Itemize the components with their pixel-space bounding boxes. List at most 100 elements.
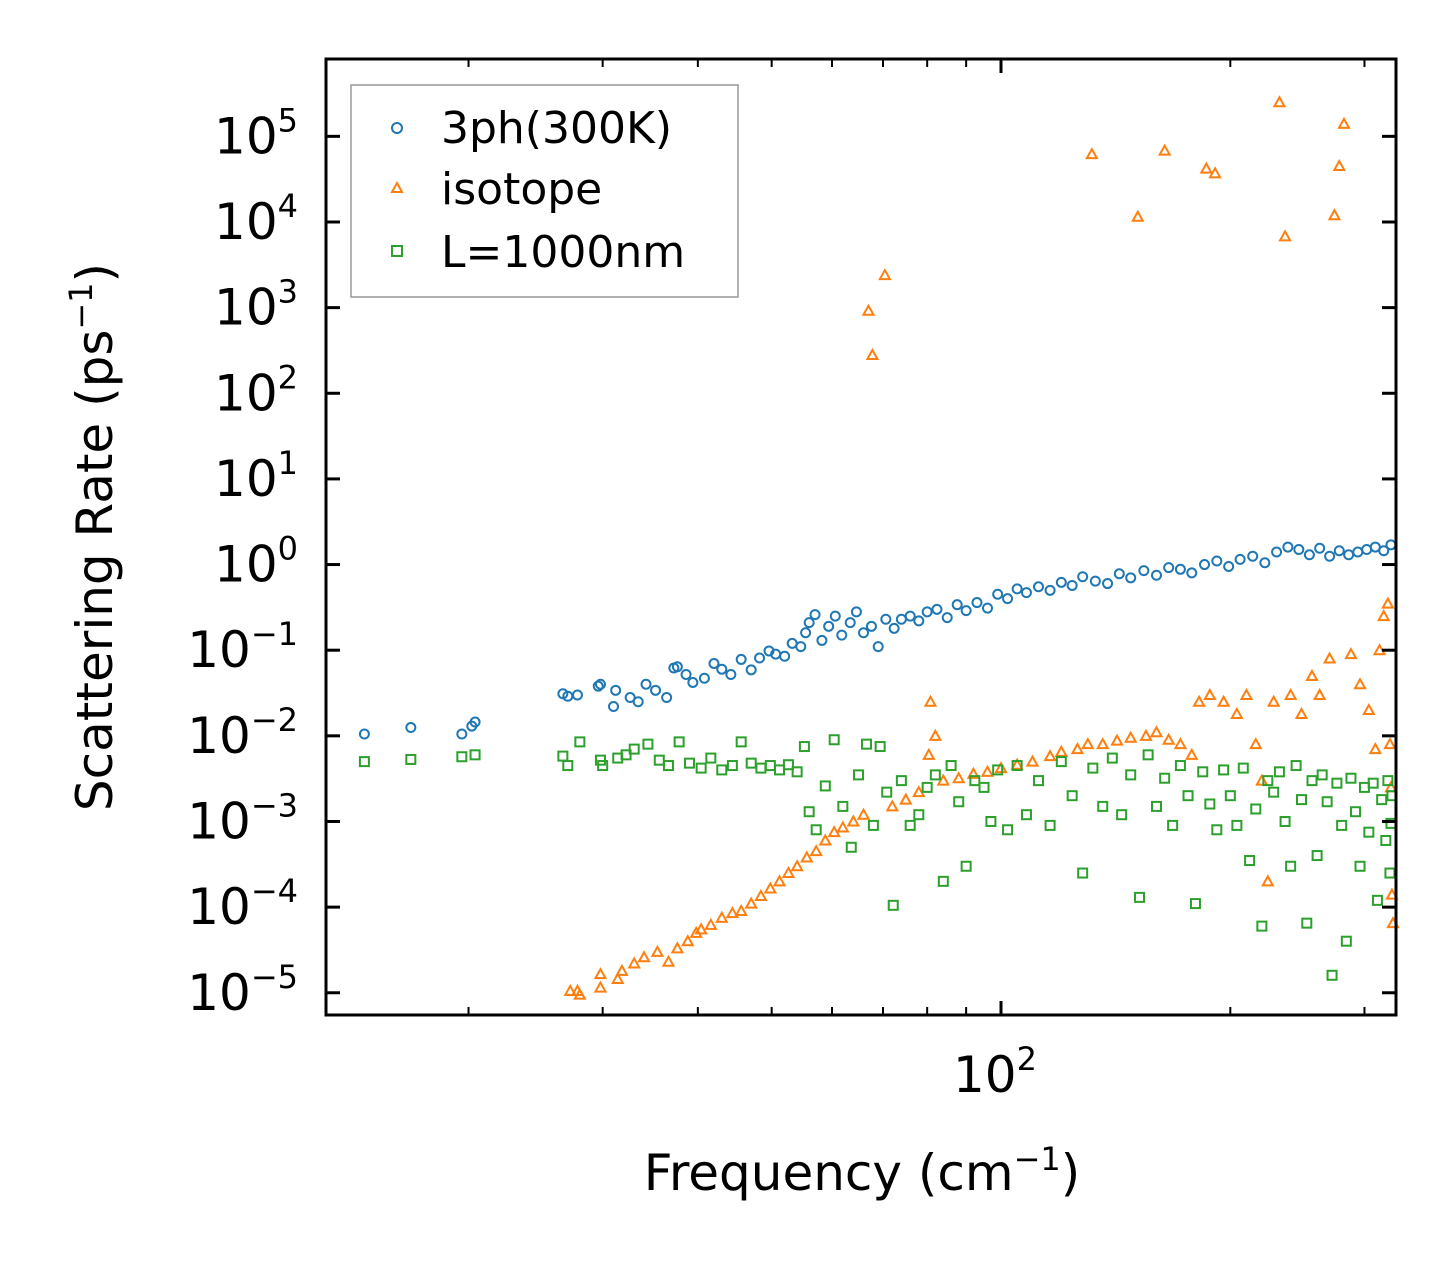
data-point-circle-83 — [1293, 543, 1305, 555]
data-point-circle-57 — [992, 588, 1004, 600]
data-point-square-1 — [405, 753, 417, 765]
data-point-circle-80 — [1259, 557, 1271, 569]
data-point-triangle-12 — [681, 934, 695, 947]
data-point-square-48 — [953, 796, 965, 808]
data-point-triangle-48 — [1043, 749, 1057, 762]
y-tick-label-exp-1: −4 — [251, 872, 298, 910]
y-tick-label-exp-7: 2 — [278, 358, 298, 396]
data-point-circle-77 — [1223, 560, 1235, 572]
data-point-circle-52 — [941, 612, 953, 624]
data-point-triangle-91 — [1383, 737, 1397, 750]
data-point-circle-68 — [1113, 568, 1125, 580]
data-point-square-97 — [1326, 969, 1338, 981]
data-point-circle-76 — [1211, 555, 1223, 567]
data-point-circle-65 — [1077, 571, 1089, 583]
legend-marker-l1000nm — [391, 245, 403, 257]
data-point-circle-69 — [1125, 572, 1137, 584]
data-point-square-88 — [1279, 815, 1291, 827]
data-point-circle-22 — [708, 657, 720, 669]
y-tick-label-exp-2: −3 — [251, 786, 298, 824]
data-point-square-56 — [1020, 809, 1032, 821]
data-point-triangle-42 — [952, 771, 966, 784]
data-point-circle-61 — [1032, 581, 1044, 593]
data-point-triangle-6 — [615, 963, 629, 976]
data-point-triangle-51 — [1081, 737, 1095, 750]
data-point-square-74 — [1189, 898, 1201, 910]
data-point-triangle-23 — [781, 865, 796, 879]
data-point-square-44 — [921, 781, 933, 793]
data-point-square-17 — [695, 762, 707, 774]
data-point-triangle-93 — [1385, 887, 1399, 900]
data-point-triangle-55 — [1124, 730, 1138, 743]
data-point-circle-24 — [725, 669, 737, 681]
data-point-triangle-4 — [593, 967, 608, 980]
data-point-circle-25 — [735, 653, 747, 665]
data-point-triangle-64 — [1199, 161, 1214, 174]
data-point-triangle-29 — [836, 820, 850, 833]
data-point-triangle-72 — [1261, 874, 1275, 887]
data-point-circle-73 — [1174, 563, 1186, 575]
data-point-square-58 — [1044, 819, 1056, 831]
y-tick-label-1: 10−4 — [187, 872, 298, 936]
data-point-circle-93 — [1385, 539, 1397, 551]
data-point-square-14 — [662, 760, 674, 772]
data-point-square-39 — [881, 786, 893, 798]
data-point-circle-67 — [1102, 578, 1114, 590]
data-point-circle-20 — [687, 676, 699, 688]
data-point-triangle-57 — [1139, 728, 1153, 741]
data-point-triangle-69 — [1239, 687, 1254, 700]
data-point-square-40 — [887, 899, 899, 911]
data-point-square-26 — [782, 759, 794, 771]
data-point-square-107 — [1371, 894, 1383, 906]
data-point-square-15 — [673, 736, 685, 748]
data-point-square-8 — [597, 760, 609, 772]
data-point-triangle-7 — [627, 956, 641, 969]
data-point-triangle-92 — [1384, 780, 1398, 793]
y-tick-label-exp-6: 1 — [278, 444, 298, 482]
y-tick-label-base-0: 10 — [187, 964, 251, 1022]
data-point-triangle-54 — [1110, 733, 1124, 746]
data-point-square-34 — [845, 841, 857, 853]
data-point-square-22 — [745, 757, 757, 769]
data-point-triangle-8 — [637, 950, 651, 963]
data-point-circle-42 — [858, 627, 870, 639]
data-point-triangle-15 — [704, 917, 718, 930]
data-point-square-100 — [1340, 935, 1352, 947]
data-point-circle-23 — [716, 663, 728, 675]
x-tick-label-base-0: 10 — [953, 1046, 1017, 1104]
y-tick-label-base-3: 10 — [187, 707, 251, 765]
data-point-circle-1 — [405, 722, 417, 734]
data-point-triangle-19 — [744, 896, 758, 909]
data-point-triangle-70 — [1249, 737, 1263, 750]
data-point-square-51 — [978, 781, 990, 793]
data-point-square-5 — [562, 760, 574, 772]
data-point-triangle-43 — [966, 766, 981, 779]
data-point-triangle-80 — [1322, 651, 1337, 664]
data-point-triangle-3 — [593, 980, 608, 993]
data-point-triangle-75 — [1278, 229, 1292, 242]
data-point-triangle-73 — [1266, 694, 1281, 707]
y-axis-label: Scattering Rate (ps−1) — [62, 263, 124, 811]
data-point-square-20 — [726, 760, 738, 772]
data-point-circle-78 — [1234, 553, 1246, 565]
data-point-circle-55 — [971, 597, 983, 609]
data-point-circle-47 — [895, 613, 907, 625]
data-point-circle-35 — [809, 609, 821, 621]
data-point-square-29 — [803, 806, 815, 818]
data-point-square-24 — [764, 760, 776, 772]
data-point-triangle-31 — [856, 807, 871, 820]
data-point-square-41 — [895, 775, 907, 787]
data-point-triangle-79 — [1312, 687, 1327, 700]
data-point-triangle-49 — [1054, 744, 1069, 757]
data-point-triangle-71 — [1255, 773, 1269, 786]
y-tick-label-base-4: 10 — [187, 621, 251, 679]
y-axis-label-end: ) — [66, 263, 124, 283]
data-point-square-105 — [1363, 826, 1375, 838]
data-point-triangle-78 — [1305, 668, 1319, 681]
data-point-square-76 — [1204, 798, 1216, 810]
data-point-triangle-34 — [878, 268, 892, 281]
y-tick-label-exp-3: −2 — [251, 701, 298, 739]
data-point-circle-38 — [829, 610, 841, 622]
data-point-triangle-18 — [734, 903, 748, 917]
l1000nm-series — [358, 734, 1398, 981]
